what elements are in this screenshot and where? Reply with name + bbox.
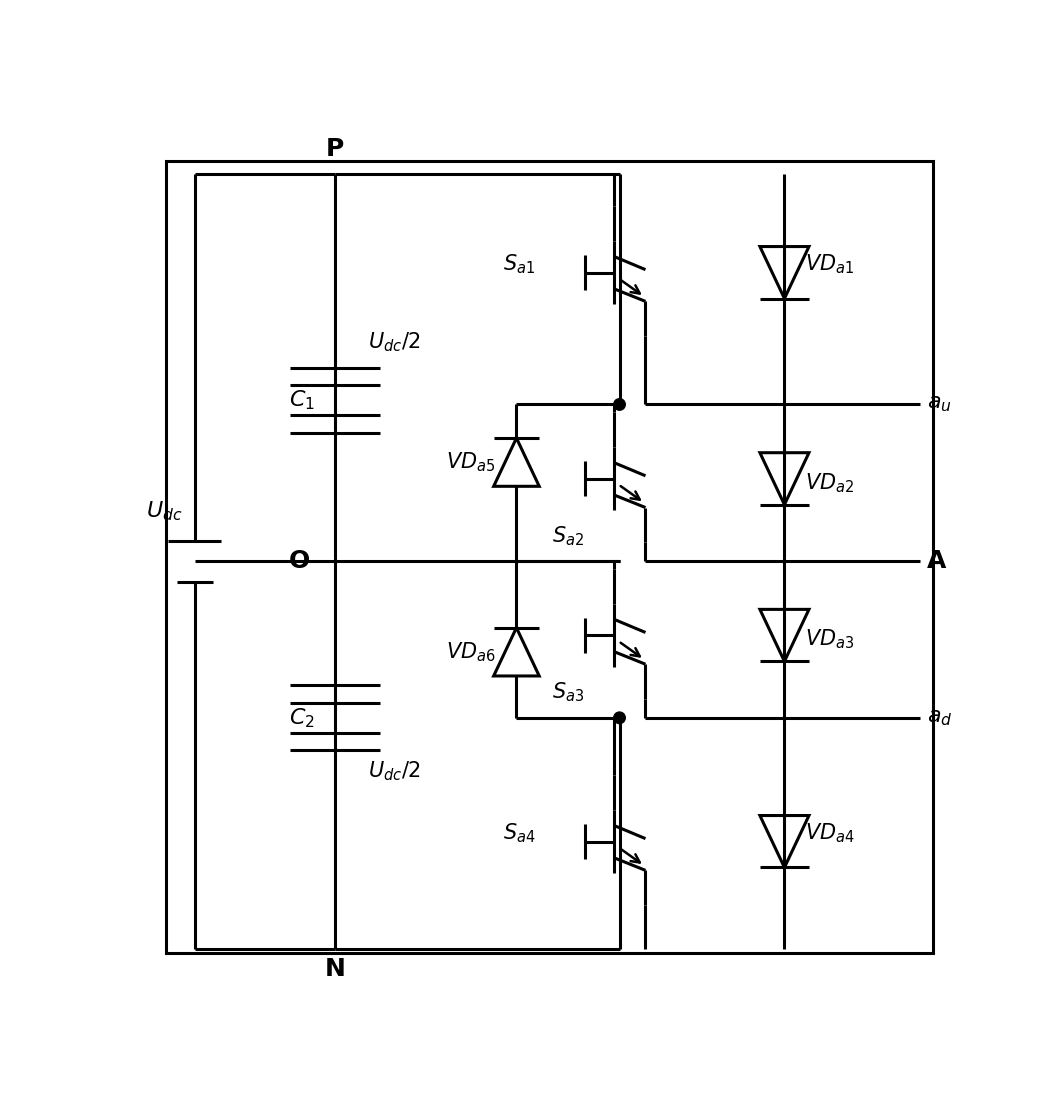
Circle shape bbox=[614, 713, 626, 724]
Text: $VD_{a3}$: $VD_{a3}$ bbox=[805, 628, 854, 651]
Text: $U_{dc}$: $U_{dc}$ bbox=[146, 500, 183, 524]
Text: P: P bbox=[326, 137, 344, 161]
Text: $S_{a1}$: $S_{a1}$ bbox=[503, 253, 535, 276]
Text: $VD_{a6}$: $VD_{a6}$ bbox=[446, 640, 496, 664]
Text: N: N bbox=[325, 957, 346, 981]
Text: $VD_{a2}$: $VD_{a2}$ bbox=[805, 471, 854, 494]
Text: $C_1$: $C_1$ bbox=[288, 388, 315, 413]
Text: $U_{dc}/2$: $U_{dc}/2$ bbox=[368, 760, 420, 783]
Text: $S_{a2}$: $S_{a2}$ bbox=[552, 524, 584, 547]
Text: A: A bbox=[927, 549, 947, 574]
Text: $VD_{a5}$: $VD_{a5}$ bbox=[447, 450, 496, 474]
Text: $a_d$: $a_d$ bbox=[927, 708, 952, 728]
Text: $C_2$: $C_2$ bbox=[288, 706, 315, 729]
Text: $VD_{a4}$: $VD_{a4}$ bbox=[805, 822, 854, 845]
Text: $a_u$: $a_u$ bbox=[927, 395, 952, 415]
Circle shape bbox=[614, 398, 626, 410]
Text: $VD_{a1}$: $VD_{a1}$ bbox=[805, 253, 854, 276]
Text: O: O bbox=[289, 549, 311, 574]
Text: $S_{a4}$: $S_{a4}$ bbox=[503, 822, 535, 845]
Text: $S_{a3}$: $S_{a3}$ bbox=[552, 681, 584, 705]
Text: $U_{dc}/2$: $U_{dc}/2$ bbox=[368, 331, 420, 354]
